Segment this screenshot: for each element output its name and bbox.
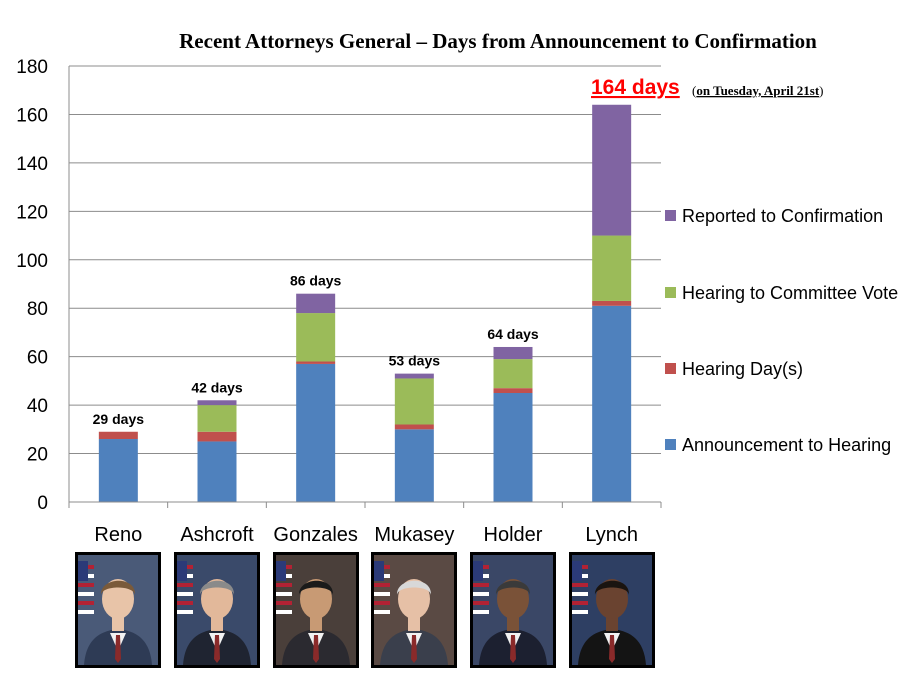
data-label: 86 days bbox=[290, 273, 342, 289]
portrait-illustration bbox=[177, 555, 257, 665]
x-tick-label: Reno bbox=[94, 524, 142, 546]
data-label: 29 days bbox=[93, 411, 145, 427]
portrait-gonzales bbox=[273, 552, 359, 668]
bars bbox=[98, 104, 632, 502]
bar-segment-ashcroft bbox=[197, 431, 237, 442]
x-tick-label: Mukasey bbox=[374, 524, 454, 546]
data-label: 42 days bbox=[191, 379, 243, 395]
y-tick-label: 140 bbox=[16, 154, 48, 175]
highlight-note: (on Tuesday, April 21st) bbox=[692, 83, 824, 98]
bar-segment-ashcroft bbox=[197, 405, 237, 432]
legend-swatch bbox=[665, 210, 676, 221]
y-tick-label: 120 bbox=[16, 202, 48, 223]
x-tick-label: Holder bbox=[484, 524, 543, 546]
portrait-illustration bbox=[473, 555, 553, 665]
portrait-illustration bbox=[572, 555, 652, 665]
y-tick-label: 60 bbox=[27, 348, 48, 369]
chart-title: Recent Attorneys General – Days from Ann… bbox=[179, 29, 817, 53]
y-tick-label: 100 bbox=[16, 251, 48, 272]
y-tick-label: 80 bbox=[27, 299, 48, 320]
bar-segment-holder bbox=[493, 388, 533, 393]
bar-segment-lynch bbox=[592, 300, 632, 306]
bar-segment-mukasey bbox=[394, 373, 434, 379]
legend-swatch bbox=[665, 439, 676, 450]
x-tick-label: Lynch bbox=[585, 524, 638, 546]
portrait-reno bbox=[75, 552, 161, 668]
bar-segment-lynch bbox=[592, 305, 632, 502]
bar-segment-lynch bbox=[592, 235, 632, 301]
x-tick-label: Gonzales bbox=[273, 524, 358, 546]
bar-segment-holder bbox=[493, 346, 533, 360]
portrait-holder bbox=[470, 552, 556, 668]
y-tick-label: 180 bbox=[16, 57, 48, 78]
legend-entry: Reported to Confirmation bbox=[682, 206, 883, 226]
x-tick-label: Ashcroft bbox=[180, 524, 254, 546]
legend: Reported to Confirmation Hearing to Commi… bbox=[665, 206, 898, 455]
y-tick-label: 160 bbox=[16, 105, 48, 126]
gridlines bbox=[69, 65, 661, 455]
bar-segment-holder bbox=[493, 393, 533, 502]
data-label: 64 days bbox=[487, 326, 539, 342]
bar-segment-ashcroft bbox=[197, 400, 237, 406]
bar-segment-gonzales bbox=[296, 363, 336, 502]
portrait-lynch bbox=[569, 552, 655, 668]
legend-entry: Announcement to Hearing bbox=[682, 435, 891, 455]
portrait-illustration bbox=[374, 555, 454, 665]
bar-segment-mukasey bbox=[394, 378, 434, 425]
bar-segment-lynch bbox=[592, 104, 632, 236]
highlight-days: 164 days bbox=[591, 76, 680, 99]
portrait-ashcroft bbox=[174, 552, 260, 668]
bar-segment-holder bbox=[493, 359, 533, 389]
portrait-mukasey bbox=[371, 552, 457, 668]
y-tick-label: 40 bbox=[27, 396, 48, 417]
bar-segment-mukasey bbox=[394, 424, 434, 430]
y-axis-ticks: 0 20 40 60 80 100 120 140 160 180 bbox=[16, 57, 48, 514]
bar-segment-reno bbox=[98, 431, 138, 440]
bar-segment-mukasey bbox=[394, 429, 434, 502]
legend-swatch bbox=[665, 287, 676, 298]
legend-entry: Hearing Day(s) bbox=[682, 359, 803, 379]
bar-segment-ashcroft bbox=[197, 441, 237, 502]
portrait-illustration bbox=[276, 555, 356, 665]
legend-entry: Hearing to Committee Vote bbox=[682, 283, 898, 303]
legend-swatch bbox=[665, 363, 676, 374]
lynch-highlight: 164 days (on Tuesday, April 21st) bbox=[591, 76, 824, 99]
y-tick-label: 20 bbox=[27, 445, 48, 466]
data-labels: 29 days 42 days 86 days 53 days 64 days bbox=[93, 273, 539, 427]
portrait-illustration bbox=[78, 555, 158, 665]
bar-segment-reno bbox=[98, 439, 138, 502]
bar-segment-gonzales bbox=[296, 293, 336, 314]
data-label: 53 days bbox=[389, 353, 441, 369]
x-axis-ticks: Reno Ashcroft Gonzales Mukasey Holder Lynch bbox=[68, 502, 662, 546]
y-tick-label: 0 bbox=[37, 493, 48, 514]
bar-segment-gonzales bbox=[296, 313, 336, 362]
bar-segment-gonzales bbox=[296, 361, 336, 364]
